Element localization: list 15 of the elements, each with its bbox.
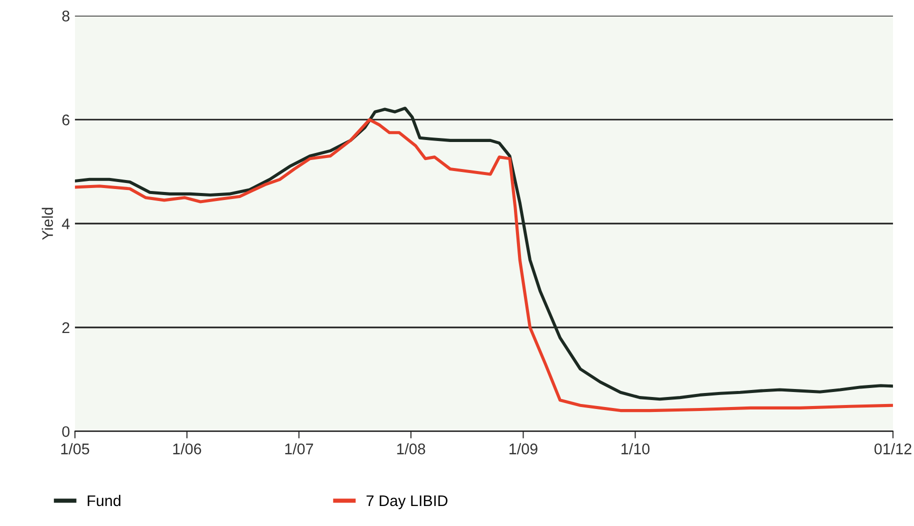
y-tick-label: 6 — [62, 114, 70, 126]
x-tick-label: 1/10 — [622, 443, 650, 454]
x-tick-label: 1/07 — [285, 443, 314, 454]
x-tick-label: 1/08 — [397, 443, 426, 454]
x-tick-label: 1/05 — [61, 443, 90, 454]
legend-label: Fund — [88, 494, 120, 506]
y-tick-label: 0 — [62, 426, 70, 438]
y-axis-title: Yield — [42, 208, 54, 240]
x-tick-label: 01/12 — [874, 443, 912, 454]
x-tick-label: 1/09 — [510, 443, 538, 454]
y-tick-label: 8 — [62, 10, 70, 22]
y-tick-label: 2 — [62, 322, 70, 333]
x-tick-label: 1/06 — [173, 443, 202, 454]
y-tick-label: 4 — [62, 218, 70, 230]
legend-label: 7 Day LIBID — [366, 495, 448, 510]
